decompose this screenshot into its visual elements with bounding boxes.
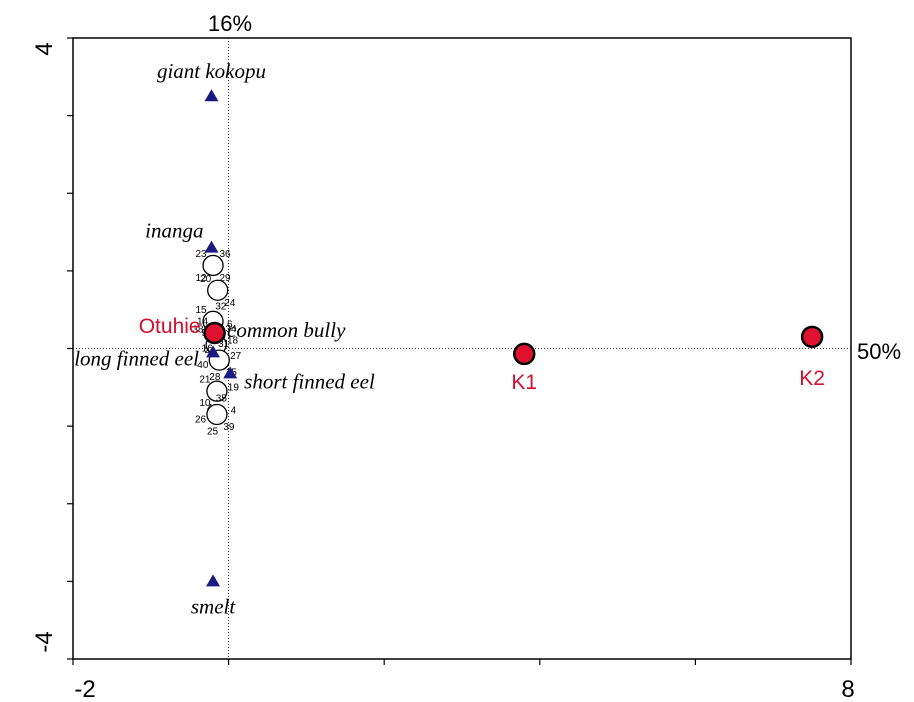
site-point-label: 12: [195, 273, 207, 284]
site-point-label: 4: [231, 406, 237, 417]
site-point-label: 35: [216, 394, 228, 405]
y-tick-label-max: 4: [31, 42, 58, 55]
site-point-label: 38: [192, 325, 204, 336]
highlighted-site-markers: Otuhie K1 K2: [139, 315, 825, 394]
site-point-label: 39: [223, 422, 235, 433]
species-label: giant kokopu: [157, 59, 266, 83]
site-point-label: 40: [197, 360, 209, 371]
site-point-label: 28: [209, 372, 221, 383]
site-point-label: 24: [224, 298, 236, 309]
species-label: common bully: [227, 318, 346, 342]
site-point-label: 18: [227, 336, 239, 347]
site-point-label: 32: [215, 302, 227, 313]
species-point: [204, 240, 219, 253]
axis-ticks: [67, 37, 852, 665]
site-point-label: 34: [225, 324, 237, 335]
x-tick-label-min: -2: [74, 676, 95, 702]
site-point: [202, 254, 224, 277]
site-point-label: 23: [195, 249, 207, 260]
site-point-label: 19: [228, 382, 240, 393]
site-point-label: 31: [218, 339, 230, 350]
species-label: inanga: [145, 219, 203, 243]
species-label: long finned eel: [74, 346, 199, 370]
species-point: [206, 345, 221, 358]
highlighted-site-label: K2: [799, 367, 825, 390]
site-point-label: 25: [207, 426, 219, 437]
site-point-label: 27: [230, 351, 242, 362]
species-point: [204, 89, 219, 102]
site-point-label: 14: [197, 316, 209, 327]
species-point: [223, 366, 238, 379]
species-point: [206, 574, 221, 587]
site-point-label: 6: [227, 319, 233, 330]
highlighted-site-point: [203, 321, 226, 345]
species-label: short finned eel: [244, 369, 375, 393]
site-point-label: 29: [219, 273, 231, 284]
axis2-variance-label: 16%: [208, 11, 252, 36]
site-point-label: 20: [200, 274, 212, 285]
axis1-variance-label: 50%: [857, 339, 901, 364]
site-point-label: 26: [195, 414, 207, 425]
site-point: [206, 380, 228, 402]
site-point-label: 10: [199, 398, 211, 409]
site-point-label: 36: [219, 249, 231, 260]
highlighted-site-label: K1: [511, 371, 537, 394]
highlighted-site-point: [800, 325, 824, 349]
site-point: [207, 279, 229, 301]
highlighted-site-label: Otuhie: [139, 315, 201, 338]
highlighted-site-point: [512, 342, 536, 366]
site-point-label: 16: [202, 344, 214, 355]
site-point: [206, 403, 228, 426]
site-point-label: 21: [199, 375, 211, 386]
x-tick-label-max: 8: [841, 676, 854, 702]
species-label: smelt: [191, 594, 236, 618]
y-tick-label-min: -4: [31, 631, 58, 652]
site-point-label: 15: [195, 305, 207, 316]
